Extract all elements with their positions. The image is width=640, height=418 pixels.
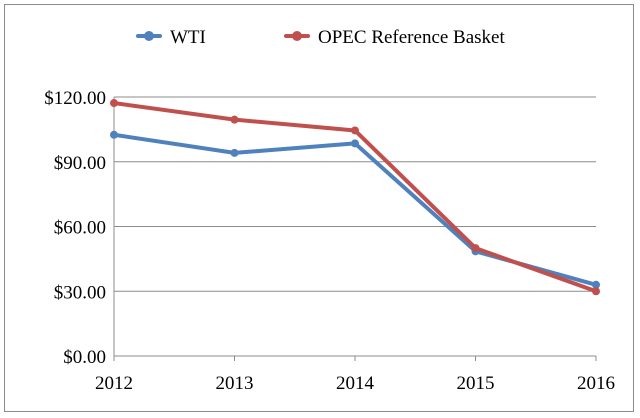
- data-point: [351, 126, 359, 135]
- y-tick-label: $0.00: [63, 347, 106, 368]
- legend-swatch-marker: [144, 31, 154, 41]
- legend-swatch-marker: [292, 31, 302, 41]
- series-1: [110, 99, 600, 296]
- legend: WTI OPEC Reference Basket: [136, 27, 505, 48]
- y-axis-tick-labels: $0.00 $30.00 $60.00 $90.00 $120.00: [44, 88, 106, 368]
- legend-item: WTI: [136, 27, 206, 48]
- y-tick-label: $120.00: [44, 88, 106, 109]
- y-tick-label: $90.00: [54, 153, 106, 174]
- data-point: [471, 244, 480, 253]
- x-tick-label: 2016: [577, 373, 615, 394]
- x-tick-label: 2013: [216, 373, 254, 394]
- axes: [113, 97, 597, 361]
- data-point: [351, 139, 359, 148]
- x-axis-tick-labels: 2012 2013 2014 2015 2016: [95, 373, 615, 394]
- y-tick-label: $30.00: [54, 282, 106, 303]
- gridlines: [114, 96, 596, 292]
- legend-item: OPEC Reference Basket: [284, 27, 505, 48]
- series-line: [112, 132, 598, 287]
- legend-label: OPEC Reference Basket: [318, 27, 505, 48]
- data-point: [230, 148, 239, 157]
- data-point: [230, 115, 239, 124]
- chart-frame: [4, 4, 634, 412]
- data-point: [592, 287, 600, 296]
- x-tick-label: 2014: [336, 373, 375, 394]
- x-tick-label: 2012: [95, 373, 133, 394]
- y-tick-label: $60.00: [54, 218, 106, 239]
- data-point: [110, 99, 118, 108]
- series-lines: [110, 99, 600, 296]
- data-point: [592, 280, 600, 289]
- data-point: [110, 130, 118, 139]
- x-tick-label: 2015: [457, 373, 495, 394]
- legend-label: WTI: [170, 27, 206, 48]
